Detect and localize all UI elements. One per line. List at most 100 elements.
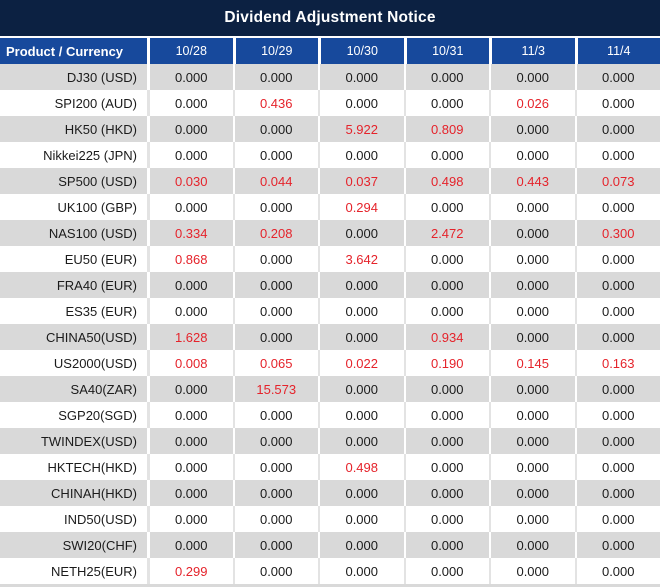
value-cell: 0.000 xyxy=(574,64,660,90)
value-cell: 0.000 xyxy=(318,532,404,558)
value-cell: 0.294 xyxy=(318,194,404,220)
value-cell: 0.000 xyxy=(147,64,233,90)
value-cell: 0.000 xyxy=(489,428,575,454)
value-cell: 0.000 xyxy=(147,90,233,116)
table-row: IND50(USD) 0.000 0.000 0.000 0.000 0.000 0.000 xyxy=(0,506,660,532)
title-header-divider xyxy=(0,36,660,38)
product-cell: HK50 (HKD) xyxy=(64,121,137,137)
value-cell: 0.000 xyxy=(232,506,319,532)
value-cell: 0.000 xyxy=(232,402,319,428)
value-cell: 0.000 xyxy=(403,506,490,532)
value-cell: 0.000 xyxy=(318,220,404,246)
value-cell: 0.000 xyxy=(489,506,575,532)
value-cell: 0.000 xyxy=(147,428,233,454)
value-cell: 0.065 xyxy=(232,350,319,376)
value-cell: 0.000 xyxy=(403,298,490,324)
value-cell: 0.000 xyxy=(318,558,404,584)
value-cell: 0.000 xyxy=(574,454,660,480)
value-cell: 0.000 xyxy=(574,116,660,142)
product-cell: NETH25(EUR) xyxy=(51,563,137,579)
product-cell: SWI20(CHF) xyxy=(62,537,137,553)
table-row: CHINA50(USD) 1.628 0.000 0.000 0.934 0.000 0.0… xyxy=(0,324,660,350)
value-cell: 0.868 xyxy=(147,246,233,272)
value-cell: 0.000 xyxy=(232,558,319,584)
value-cell: 0.000 xyxy=(403,246,490,272)
value-cell: 0.334 xyxy=(147,220,233,246)
product-currency-header: Product / Currency xyxy=(0,38,147,64)
value-cell: 5.922 xyxy=(318,116,404,142)
value-cell: 0.498 xyxy=(403,168,490,194)
table-row: TWINDEX(USD) 0.000 0.000 0.000 0.000 0.000 0.0… xyxy=(0,428,660,454)
value-cell: 0.000 xyxy=(403,90,490,116)
value-cell: 0.000 xyxy=(574,194,660,220)
value-cell: 0.000 xyxy=(403,428,490,454)
value-cell: 0.000 xyxy=(574,480,660,506)
product-cell: CHINA50(USD) xyxy=(45,329,137,345)
date-header: 11/3 xyxy=(489,38,575,64)
value-cell: 0.000 xyxy=(147,116,233,142)
product-cell: NAS100 (USD) xyxy=(48,225,137,241)
value-cell: 0.000 xyxy=(232,142,319,168)
header-row: Product / Currency 10/28 10/29 10/30 10/31 1… xyxy=(0,38,660,64)
value-cell: 0.000 xyxy=(147,142,233,168)
value-cell: 0.000 xyxy=(318,428,404,454)
value-cell: 0.000 xyxy=(574,324,660,350)
product-cell: Nikkei225 (JPN) xyxy=(43,147,137,163)
value-cell: 0.000 xyxy=(403,142,490,168)
value-cell: 0.000 xyxy=(489,376,575,402)
table-row: HKTECH(HKD) 0.000 0.000 0.498 0.000 0.000 0.00… xyxy=(0,454,660,480)
product-cell: IND50(USD) xyxy=(64,511,137,527)
value-cell: 0.000 xyxy=(403,194,490,220)
value-cell: 0.163 xyxy=(574,350,660,376)
product-cell: UK100 (GBP) xyxy=(57,199,137,215)
date-header: 10/29 xyxy=(232,38,318,64)
value-cell: 0.000 xyxy=(489,116,575,142)
table-row: SGP20(SGD) 0.000 0.000 0.000 0.000 0.000 0.000 xyxy=(0,402,660,428)
value-cell: 0.000 xyxy=(147,454,233,480)
table-row: EU50 (EUR) 0.868 0.000 3.642 0.000 0.000 0.000 xyxy=(0,246,660,272)
value-cell: 0.000 xyxy=(574,376,660,402)
product-cell: SPI200 (AUD) xyxy=(54,95,137,111)
product-cell: SA40(ZAR) xyxy=(70,381,137,397)
value-cell: 0.000 xyxy=(489,454,575,480)
value-cell: 0.000 xyxy=(489,324,575,350)
value-cell: 0.443 xyxy=(489,168,575,194)
value-cell: 0.000 xyxy=(574,298,660,324)
value-cell: 0.000 xyxy=(574,142,660,168)
value-cell: 0.000 xyxy=(489,532,575,558)
value-cell: 0.008 xyxy=(147,350,233,376)
value-cell: 0.190 xyxy=(403,350,490,376)
value-cell: 0.809 xyxy=(403,116,490,142)
value-cell: 0.000 xyxy=(403,558,490,584)
product-cell: US2000(USD) xyxy=(53,355,137,371)
value-cell: 0.000 xyxy=(318,142,404,168)
table-row: DJ30 (USD) 0.000 0.000 0.000 0.000 0.000 0.000 xyxy=(0,64,660,90)
value-cell: 0.000 xyxy=(574,532,660,558)
value-cell: 0.000 xyxy=(403,64,490,90)
product-cell: DJ30 (USD) xyxy=(66,69,137,85)
value-cell: 0.000 xyxy=(318,298,404,324)
value-cell: 0.000 xyxy=(574,428,660,454)
table-row: SA40(ZAR) 0.000 15.573 0.000 0.000 0.000 0.000 xyxy=(0,376,660,402)
page-title: Dividend Adjustment Notice xyxy=(224,9,436,26)
product-cell: EU50 (EUR) xyxy=(64,251,137,267)
value-cell: 0.000 xyxy=(403,454,490,480)
value-cell: 0.000 xyxy=(232,64,319,90)
table-row: NETH25(EUR) 0.299 0.000 0.000 0.000 0.000 0.00… xyxy=(0,558,660,584)
value-cell: 0.000 xyxy=(489,142,575,168)
value-cell: 0.000 xyxy=(489,402,575,428)
value-cell: 3.642 xyxy=(318,246,404,272)
value-cell: 0.000 xyxy=(574,402,660,428)
value-cell: 0.000 xyxy=(147,532,233,558)
product-cell: SGP20(SGD) xyxy=(58,407,137,423)
value-cell: 0.044 xyxy=(232,168,319,194)
value-cell: 0.000 xyxy=(232,194,319,220)
product-cell: CHINAH(HKD) xyxy=(51,485,137,501)
value-cell: 0.000 xyxy=(574,558,660,584)
value-cell: 0.000 xyxy=(489,194,575,220)
date-header: 10/31 xyxy=(403,38,489,64)
table-row: CHINAH(HKD) 0.000 0.000 0.000 0.000 0.000 0.00… xyxy=(0,480,660,506)
date-header: 10/30 xyxy=(318,38,404,64)
value-cell: 0.000 xyxy=(318,376,404,402)
value-cell: 0.000 xyxy=(147,272,233,298)
